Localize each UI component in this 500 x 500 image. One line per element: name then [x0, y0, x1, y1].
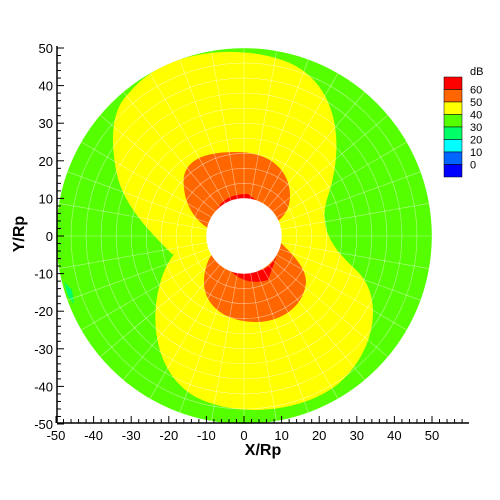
x-tick-label: -10 [197, 428, 216, 443]
grid-spoke [256, 59, 309, 201]
y-axis-title: Y/Rp [11, 216, 28, 253]
grid-spoke [280, 203, 430, 230]
ticks [55, 47, 463, 425]
x-tick-label: -20 [159, 428, 178, 443]
legend-level-label: 20 [470, 135, 482, 147]
legend-swatch [443, 139, 463, 153]
y-tick-label: -30 [34, 342, 53, 357]
grid-spoke [122, 264, 221, 381]
grid-spoke [58, 203, 208, 230]
grid-spoke [276, 141, 407, 218]
grid-spoke [67, 171, 209, 224]
grid-spoke [122, 91, 221, 208]
grid-spoke [272, 114, 389, 213]
grid-spoke [211, 272, 238, 422]
x-tick-label: 30 [350, 428, 364, 443]
y-tick-label: 20 [39, 154, 53, 169]
grid-spoke [211, 50, 238, 200]
x-tick-label: 50 [425, 428, 439, 443]
grid-spoke [256, 271, 309, 413]
grid-spoke [250, 272, 277, 422]
axes [56, 46, 469, 424]
grid-spoke [262, 73, 339, 204]
grid-spoke [279, 248, 421, 301]
grid-spoke [267, 91, 366, 208]
grid-spoke [149, 268, 226, 399]
grid-spoke [279, 171, 421, 224]
legend-swatch [443, 101, 463, 115]
grid-spoke [179, 59, 232, 201]
grid-spoke [267, 264, 366, 381]
grid-spoke [99, 114, 216, 213]
legend-level-label: 40 [470, 110, 482, 122]
grid-spoke [280, 242, 430, 269]
x-tick-label: -30 [122, 428, 141, 443]
x-tick-label: 10 [274, 428, 288, 443]
grid-spoke [179, 271, 232, 413]
legend-swatch [443, 126, 463, 140]
y-tick-label: 40 [39, 79, 53, 94]
x-tick-label: 0 [240, 428, 247, 443]
legend-level-label: 60 [470, 85, 482, 97]
grid-spoke [58, 242, 208, 269]
legend-swatch [443, 164, 463, 178]
grid-spoke [250, 50, 277, 200]
x-tick-label: -50 [47, 428, 66, 443]
legend-swatch [443, 151, 463, 165]
y-tick-label: 0 [46, 229, 53, 244]
legend-swatch [443, 114, 463, 128]
y-tick-label: -40 [34, 379, 53, 394]
y-tick-label: 10 [39, 191, 53, 206]
legend-swatch [443, 76, 463, 90]
polar-grid [56, 48, 432, 424]
grid-spoke [81, 254, 212, 331]
inner-cylinder-hole [206, 198, 282, 274]
x-tick-label: 40 [387, 428, 401, 443]
grid-spoke [272, 259, 389, 358]
y-tick-label: 50 [39, 41, 53, 56]
x-tick-label: -40 [84, 428, 103, 443]
grid-spoke [81, 141, 212, 218]
legend-level-label: 10 [470, 147, 482, 159]
legend-title: dB [470, 66, 483, 78]
grid-spoke [276, 254, 407, 331]
legend-level-label: 50 [470, 97, 482, 109]
grid-spoke [262, 268, 339, 399]
grid-spoke [149, 73, 226, 204]
y-tick-label: -10 [34, 267, 53, 282]
grid-spoke [99, 259, 216, 358]
tick-labels: -50 -40 -30 -20 -10 0 10 20 30 40 50 -50 -40 -30 -20 -1… [34, 41, 439, 443]
legend-level-label: 30 [470, 122, 482, 134]
x-axis-title: X/Rp [245, 442, 282, 459]
legend-swatch [443, 89, 463, 103]
legend-level-label: 0 [470, 160, 476, 172]
x-tick-label: 20 [312, 428, 326, 443]
y-tick-label: 30 [39, 116, 53, 131]
y-tick-label: -20 [34, 304, 53, 319]
y-tick-label: -50 [34, 417, 53, 432]
grid-spoke [67, 248, 209, 301]
